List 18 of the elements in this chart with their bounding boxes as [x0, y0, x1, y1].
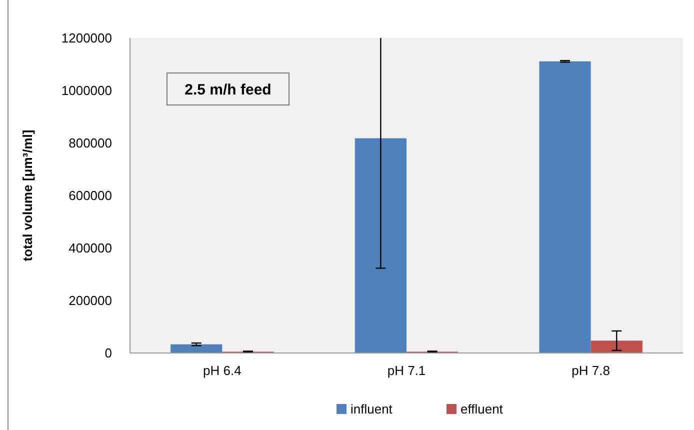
bar [539, 61, 591, 353]
x-tick-label: pH 7.8 [572, 363, 610, 378]
legend-label: effluent [460, 402, 504, 417]
x-tick-label: pH 7.1 [387, 363, 426, 378]
annotation: 2.5 m/h feed [184, 81, 272, 98]
y-tick-label: 600000 [68, 188, 112, 204]
y-tick-label: 200000 [68, 293, 112, 308]
y-tick-label: 800000 [68, 136, 112, 151]
y-tick-label: 0 [104, 346, 112, 361]
bar [590, 340, 642, 353]
bar [354, 138, 406, 353]
legend-label: influent [350, 402, 393, 417]
y-tick-label: 400000 [68, 240, 112, 256]
bar [170, 344, 222, 353]
y-tick-label: 1200000 [61, 30, 112, 46]
x-tick-label: pH 6.4 [203, 363, 242, 378]
y-axis-title: total volume [μm³/ml] [20, 130, 35, 262]
y-tick-label: 1000000 [61, 83, 112, 98]
